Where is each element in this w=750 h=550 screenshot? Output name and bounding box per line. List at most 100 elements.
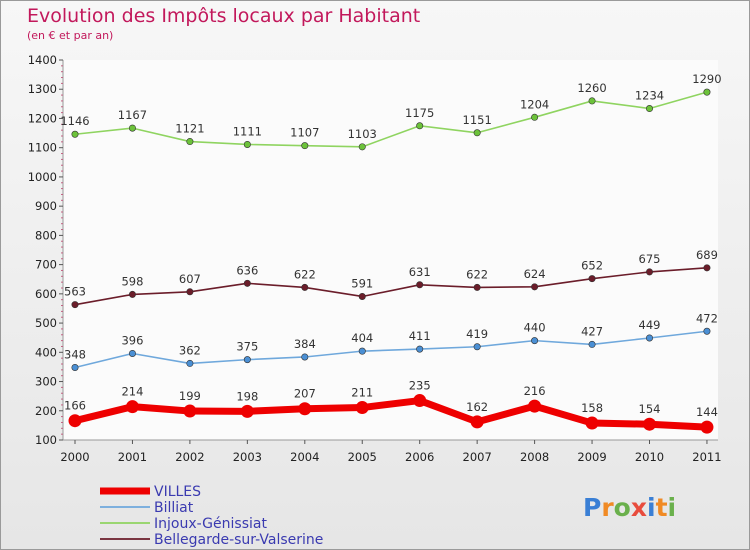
data-label: 598 bbox=[121, 274, 143, 288]
series-line bbox=[74, 330, 708, 369]
data-point bbox=[585, 416, 599, 430]
data-point bbox=[588, 97, 596, 105]
legend-label: Bellegarde-sur-Valserine bbox=[154, 532, 323, 548]
data-label: 624 bbox=[524, 267, 546, 281]
y-tick-label: 1100 bbox=[28, 141, 57, 155]
series-injoux-g-nissiat bbox=[71, 88, 711, 151]
data-point bbox=[71, 364, 79, 372]
data-label: 622 bbox=[294, 267, 316, 281]
x-tick-label: 2005 bbox=[348, 450, 377, 464]
data-label: 162 bbox=[466, 400, 488, 414]
data-point bbox=[298, 402, 312, 416]
data-point bbox=[301, 353, 309, 361]
data-label: 449 bbox=[639, 318, 661, 332]
legend-label: Billiat bbox=[154, 500, 194, 516]
data-point bbox=[128, 290, 136, 298]
series-line bbox=[74, 267, 708, 306]
data-point bbox=[470, 415, 484, 429]
data-point bbox=[473, 283, 481, 291]
logo-letter: x bbox=[631, 493, 647, 522]
series-villes bbox=[68, 394, 714, 434]
data-label: 154 bbox=[639, 402, 661, 416]
data-label: 362 bbox=[179, 343, 201, 357]
x-tick-label: 2002 bbox=[175, 450, 204, 464]
y-tick-label: 600 bbox=[35, 287, 57, 301]
data-point bbox=[243, 279, 251, 287]
data-point bbox=[528, 399, 542, 413]
legend-label: Injoux-Génissiat bbox=[154, 516, 267, 532]
data-label: 652 bbox=[581, 259, 603, 273]
data-label: 375 bbox=[236, 340, 258, 354]
data-point bbox=[703, 327, 711, 335]
x-tick-label: 2001 bbox=[118, 450, 147, 464]
data-point bbox=[243, 356, 251, 364]
data-point bbox=[243, 140, 251, 148]
y-tick-label: 1200 bbox=[28, 111, 57, 125]
y-tick-label: 1300 bbox=[28, 82, 57, 96]
data-point bbox=[71, 130, 79, 138]
x-tick-label: 2000 bbox=[60, 450, 89, 464]
logo-letter: i bbox=[668, 493, 677, 522]
data-point bbox=[301, 283, 309, 291]
x-tick-label: 2009 bbox=[577, 450, 606, 464]
series-bellegarde-sur-valserine bbox=[71, 264, 711, 309]
data-point bbox=[531, 337, 539, 345]
data-point bbox=[416, 345, 424, 353]
data-label: 607 bbox=[179, 272, 201, 286]
data-label: 631 bbox=[409, 265, 431, 279]
x-tick-label: 2007 bbox=[463, 450, 492, 464]
y-tick-label: 500 bbox=[35, 316, 57, 330]
data-label: 1121 bbox=[175, 122, 204, 136]
data-point bbox=[301, 142, 309, 150]
data-label: 636 bbox=[236, 263, 258, 277]
x-tick-label: 2010 bbox=[635, 450, 664, 464]
data-point bbox=[416, 122, 424, 130]
x-tick-label: 2003 bbox=[233, 450, 262, 464]
data-label: 1111 bbox=[233, 124, 262, 138]
logo-letter: r bbox=[601, 493, 614, 522]
data-label: 166 bbox=[64, 399, 86, 413]
logo-letter: i bbox=[647, 493, 656, 522]
y-tick-label: 1400 bbox=[28, 53, 57, 67]
y-tick-label: 700 bbox=[35, 258, 57, 272]
data-point bbox=[645, 268, 653, 276]
axes: 1002003004005006007008009001000110012001… bbox=[28, 53, 722, 464]
legend-label: VILLES bbox=[154, 484, 201, 500]
data-label: 384 bbox=[294, 337, 316, 351]
data-label: 207 bbox=[294, 387, 316, 401]
y-tick-label: 200 bbox=[35, 404, 57, 418]
data-point bbox=[416, 281, 424, 289]
data-point bbox=[128, 349, 136, 357]
data-point bbox=[358, 347, 366, 355]
data-label: 1175 bbox=[405, 106, 434, 120]
data-label: 1103 bbox=[348, 127, 377, 141]
data-point bbox=[643, 417, 656, 431]
series-billiat bbox=[71, 327, 711, 372]
data-point bbox=[588, 340, 596, 348]
legend: VILLESBilliatInjoux-GénissiatBellegarde-… bbox=[100, 484, 323, 548]
logo-letter: P bbox=[583, 493, 601, 522]
data-label: 1151 bbox=[463, 113, 492, 127]
chart-title: Evolution des Impôts locaux par Habitant bbox=[27, 5, 421, 27]
data-point bbox=[645, 105, 653, 113]
data-point bbox=[703, 88, 711, 96]
data-label: 1234 bbox=[635, 89, 664, 103]
logo-letter: o bbox=[614, 493, 631, 522]
plot-area bbox=[63, 60, 718, 440]
data-point bbox=[473, 129, 481, 137]
data-label: 591 bbox=[351, 276, 373, 290]
data-label: 1290 bbox=[692, 72, 721, 86]
data-point bbox=[531, 283, 539, 291]
logo-letter: t bbox=[656, 493, 668, 522]
data-point bbox=[413, 394, 427, 408]
data-point bbox=[588, 275, 596, 283]
x-tick-label: 2004 bbox=[290, 450, 319, 464]
data-label: 419 bbox=[466, 327, 488, 341]
data-point bbox=[186, 138, 194, 146]
data-label: 472 bbox=[696, 311, 718, 325]
data-label: 211 bbox=[351, 386, 373, 400]
data-point bbox=[240, 404, 254, 418]
data-labels: 1146 1167 1121 1111 1107 1103 1175 1151 1204 1260… bbox=[60, 72, 721, 419]
data-label: 144 bbox=[696, 405, 718, 419]
